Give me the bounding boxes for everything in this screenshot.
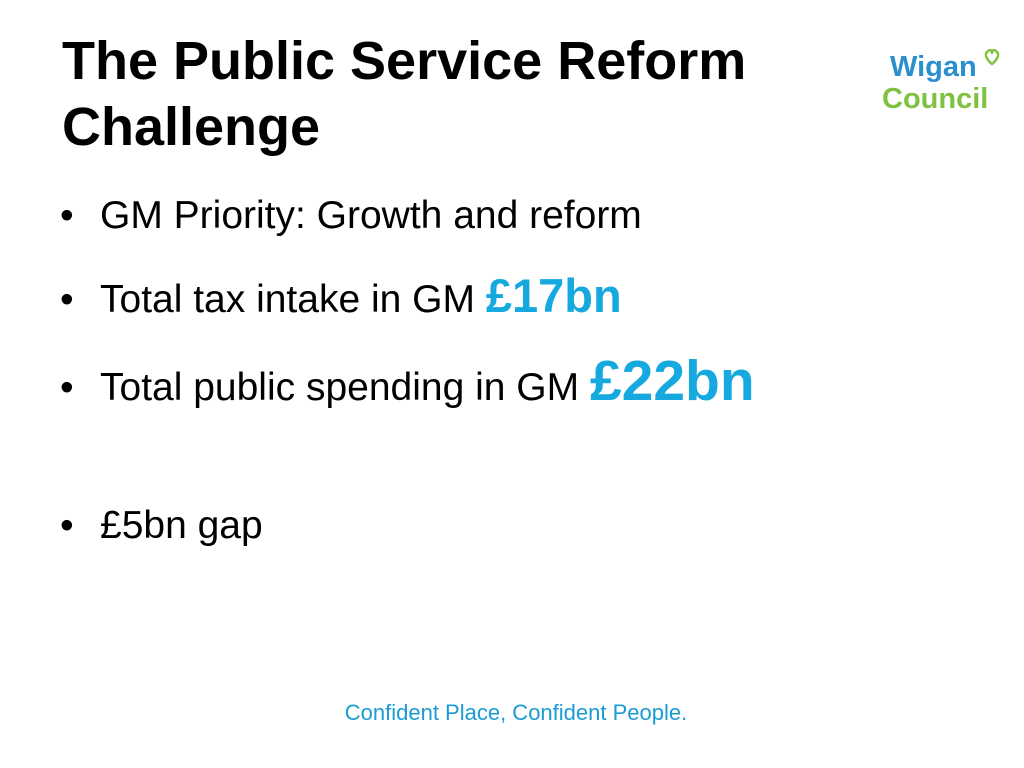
- bullet-marker: •: [60, 504, 74, 547]
- heart-icon: [984, 48, 1000, 66]
- bullet-highlight: £17bn: [485, 269, 622, 322]
- slide-footer: Confident Place, Confident People.: [344, 700, 688, 725]
- logo-line-1: Wigan: [890, 51, 977, 83]
- bullet-highlight: £22bn: [589, 349, 755, 413]
- bullet-item: • Total public spending in GM £22bn: [60, 348, 755, 414]
- bullet-marker: •: [60, 366, 74, 409]
- bullet-text: Total public spending in GM: [100, 366, 590, 409]
- bullet-marker: •: [60, 194, 74, 237]
- bullet-text: Total tax intake in GM: [100, 278, 486, 321]
- bullet-text: GM Priority: Growth and reform: [100, 194, 642, 237]
- logo-line-2: Council: [882, 83, 988, 115]
- bullet-text: £5bn gap: [100, 504, 263, 547]
- slide-title-line-1: The Public Service Reform: [62, 31, 747, 91]
- slide-title: The Public Service Reform Challenge: [62, 28, 862, 160]
- slide-title-line-2: Challenge: [62, 97, 321, 157]
- logo-graphic: Wigan Council: [882, 48, 1000, 115]
- bullet-item: • £5bn gap: [60, 504, 263, 548]
- bullet-marker: •: [60, 278, 74, 321]
- bullet-item: • GM Priority: Growth and reform: [60, 194, 642, 238]
- bullet-item: • Total tax intake in GM £17bn: [60, 268, 622, 323]
- wigan-council-logo: Wigan Council: [882, 46, 1012, 116]
